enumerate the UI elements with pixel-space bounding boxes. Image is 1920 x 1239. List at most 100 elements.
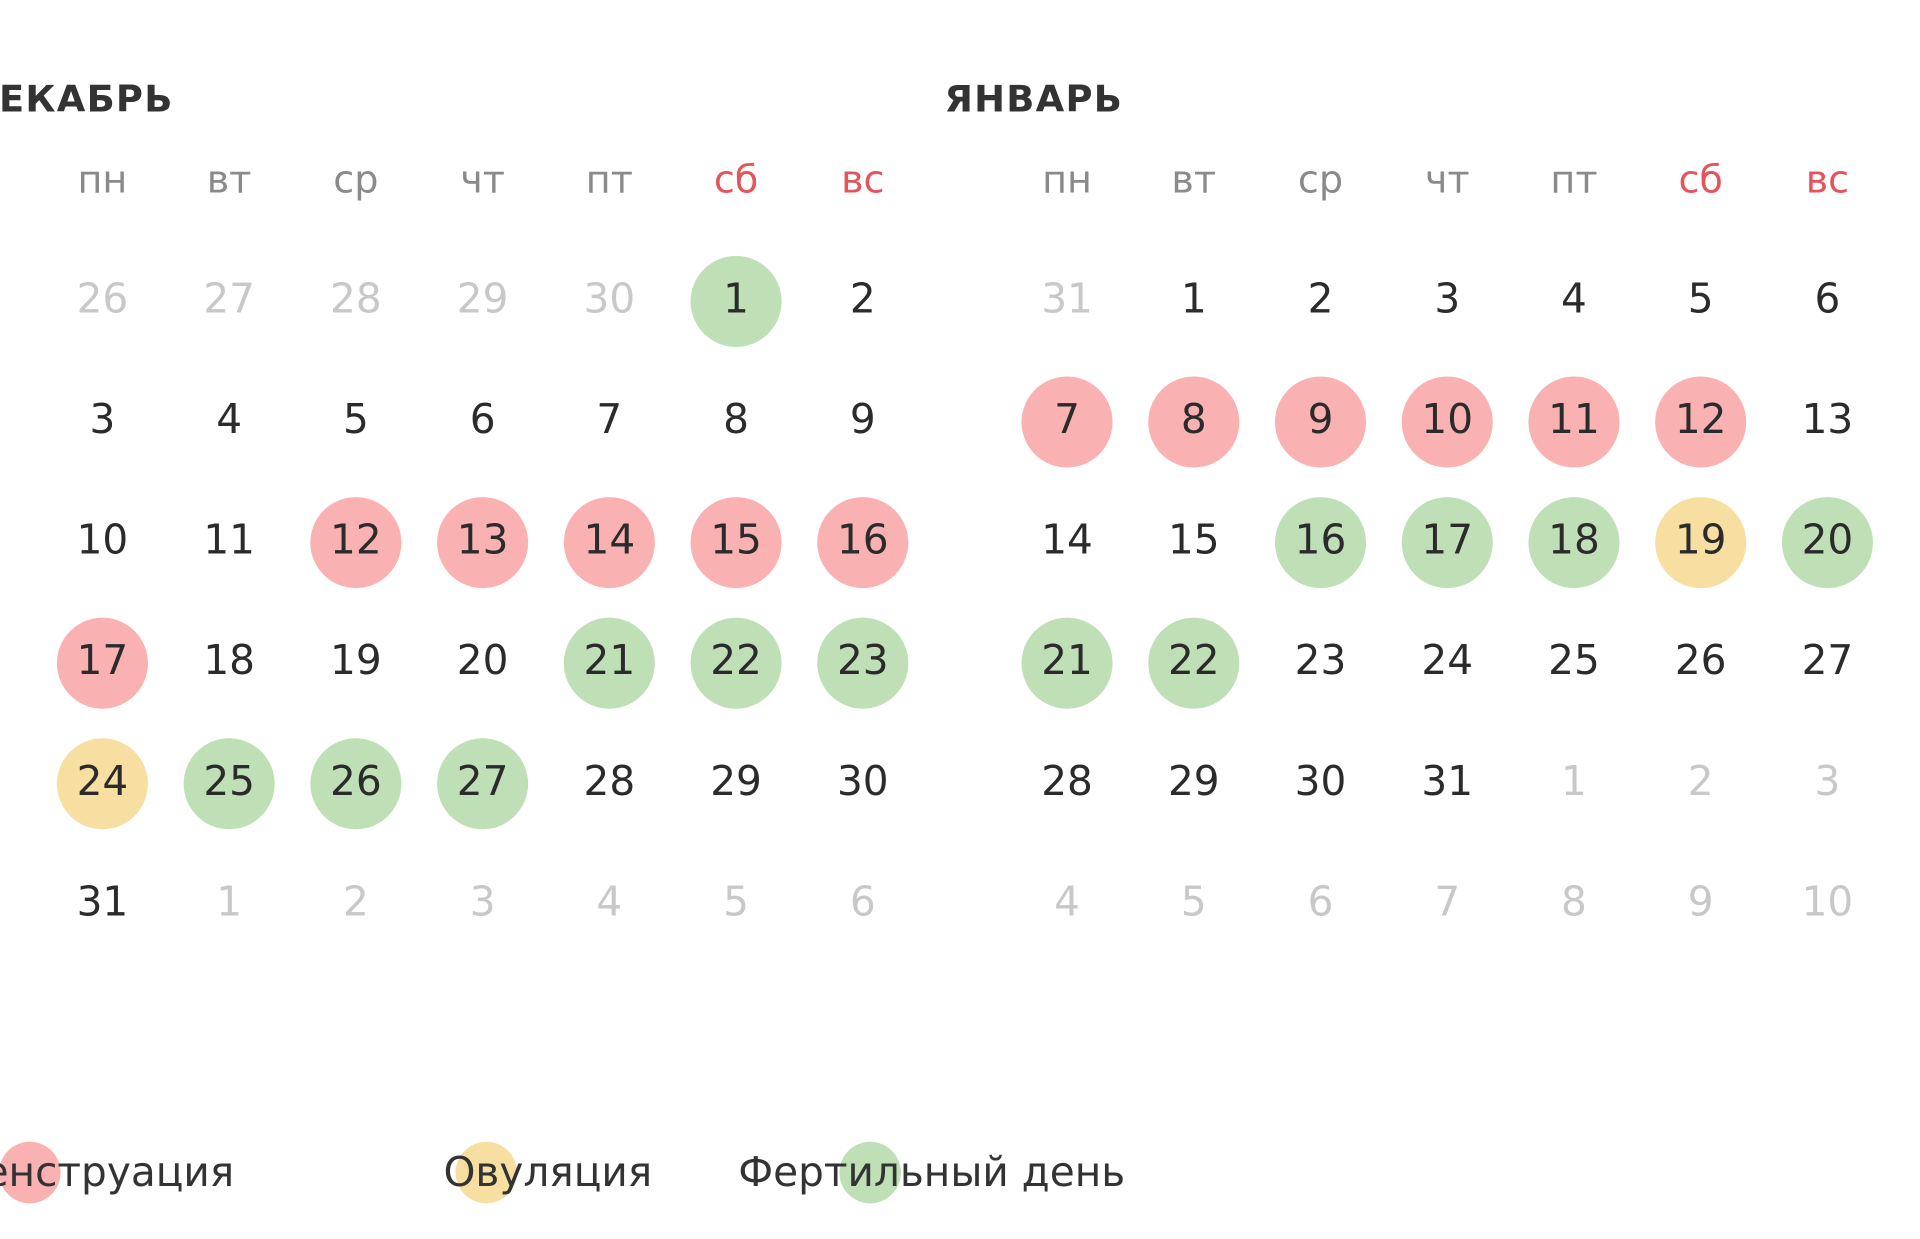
- day: 5: [343, 395, 369, 443]
- weekday: сб: [714, 158, 758, 202]
- day: 7: [1054, 395, 1080, 443]
- weekday: пт: [586, 158, 633, 202]
- day: 13: [457, 516, 509, 564]
- weekday: ср: [1298, 158, 1343, 202]
- day-marker: [1148, 376, 1240, 468]
- day: 23: [837, 636, 889, 684]
- day: 6: [1815, 274, 1841, 322]
- weekday: пн: [1042, 158, 1092, 202]
- day-marker: [1021, 376, 1113, 468]
- day: 27: [1802, 636, 1854, 684]
- day: 9: [1308, 395, 1334, 443]
- day: 10: [1802, 877, 1854, 925]
- day: 1: [216, 877, 242, 925]
- legend-label: Овуляция: [443, 1148, 652, 1196]
- day-marker: [817, 497, 909, 589]
- day: 25: [203, 757, 255, 805]
- day: 2: [850, 274, 876, 322]
- day-marker: [1528, 376, 1620, 468]
- day-marker: [1021, 617, 1113, 709]
- day: 1: [723, 274, 749, 322]
- day: 28: [584, 757, 636, 805]
- day-marker: [1401, 497, 1493, 589]
- weekday: пн: [77, 158, 127, 202]
- day-marker: [56, 738, 148, 830]
- day: 12: [330, 516, 382, 564]
- legend-label: Фертильный день: [738, 1148, 1125, 1196]
- day: 2: [343, 877, 369, 925]
- month-title: ДЕКАБРЬ: [0, 77, 174, 120]
- day-marker: [690, 617, 782, 709]
- legend-swatch: [839, 1141, 901, 1204]
- weekday: пт: [1550, 158, 1597, 202]
- day: 14: [1041, 516, 1093, 564]
- day: 24: [1421, 636, 1473, 684]
- day: 1: [1181, 274, 1207, 322]
- day: 7: [596, 395, 622, 443]
- day: 15: [710, 516, 762, 564]
- day-marker: [437, 497, 529, 589]
- day: 8: [1561, 877, 1587, 925]
- day: 19: [1675, 516, 1727, 564]
- legend-label: Менструация: [0, 1148, 234, 1196]
- day: 3: [1434, 274, 1460, 322]
- day: 9: [1688, 877, 1714, 925]
- weekday: вт: [1171, 158, 1216, 202]
- day: 2: [1688, 757, 1714, 805]
- day: 16: [837, 516, 889, 564]
- day-marker: [1528, 497, 1620, 589]
- day-marker: [437, 738, 529, 830]
- day: 31: [77, 877, 129, 925]
- day: 3: [1815, 757, 1841, 805]
- day: 13: [1802, 395, 1854, 443]
- day-marker: [1274, 376, 1367, 468]
- day: 6: [1308, 877, 1334, 925]
- day-marker: [1655, 376, 1747, 468]
- day: 31: [1041, 274, 1093, 322]
- day: 4: [1054, 877, 1080, 925]
- day: 25: [1548, 636, 1600, 684]
- day-marker: [563, 497, 655, 589]
- day: 19: [330, 636, 382, 684]
- day: 12: [1675, 395, 1727, 443]
- day: 28: [1041, 757, 1093, 805]
- day-marker: [1148, 617, 1240, 709]
- day: 16: [1295, 516, 1347, 564]
- day-marker: [690, 255, 782, 347]
- day: 27: [457, 757, 509, 805]
- day: 29: [457, 274, 509, 322]
- day: 5: [723, 877, 749, 925]
- day-marker: [817, 617, 909, 709]
- legend-swatch: [455, 1141, 518, 1204]
- day: 29: [1168, 757, 1220, 805]
- day-marker: [310, 497, 402, 589]
- day: 30: [837, 757, 889, 805]
- day: 8: [723, 395, 749, 443]
- day-marker: [1401, 376, 1493, 468]
- day: 26: [1675, 636, 1727, 684]
- day: 11: [203, 516, 255, 564]
- day: 11: [1548, 395, 1600, 443]
- day: 5: [1181, 877, 1207, 925]
- day: 22: [1168, 636, 1220, 684]
- day: 24: [77, 757, 129, 805]
- day: 22: [710, 636, 762, 684]
- day: 20: [457, 636, 509, 684]
- day: 9: [850, 395, 876, 443]
- day: 31: [1421, 757, 1473, 805]
- day: 4: [596, 877, 622, 925]
- weekday: чт: [1425, 158, 1470, 202]
- day: 26: [77, 274, 129, 322]
- day: 10: [1421, 395, 1473, 443]
- day: 6: [470, 395, 496, 443]
- day: 4: [1561, 274, 1587, 322]
- day: 10: [77, 516, 129, 564]
- day: 17: [77, 636, 129, 684]
- month-title: ЯНВАРЬ: [945, 77, 1124, 120]
- day-marker: [1274, 497, 1367, 589]
- day-marker: [690, 497, 782, 589]
- day-marker: [1781, 497, 1873, 589]
- weekday: вс: [1806, 158, 1849, 202]
- day: 5: [1688, 274, 1714, 322]
